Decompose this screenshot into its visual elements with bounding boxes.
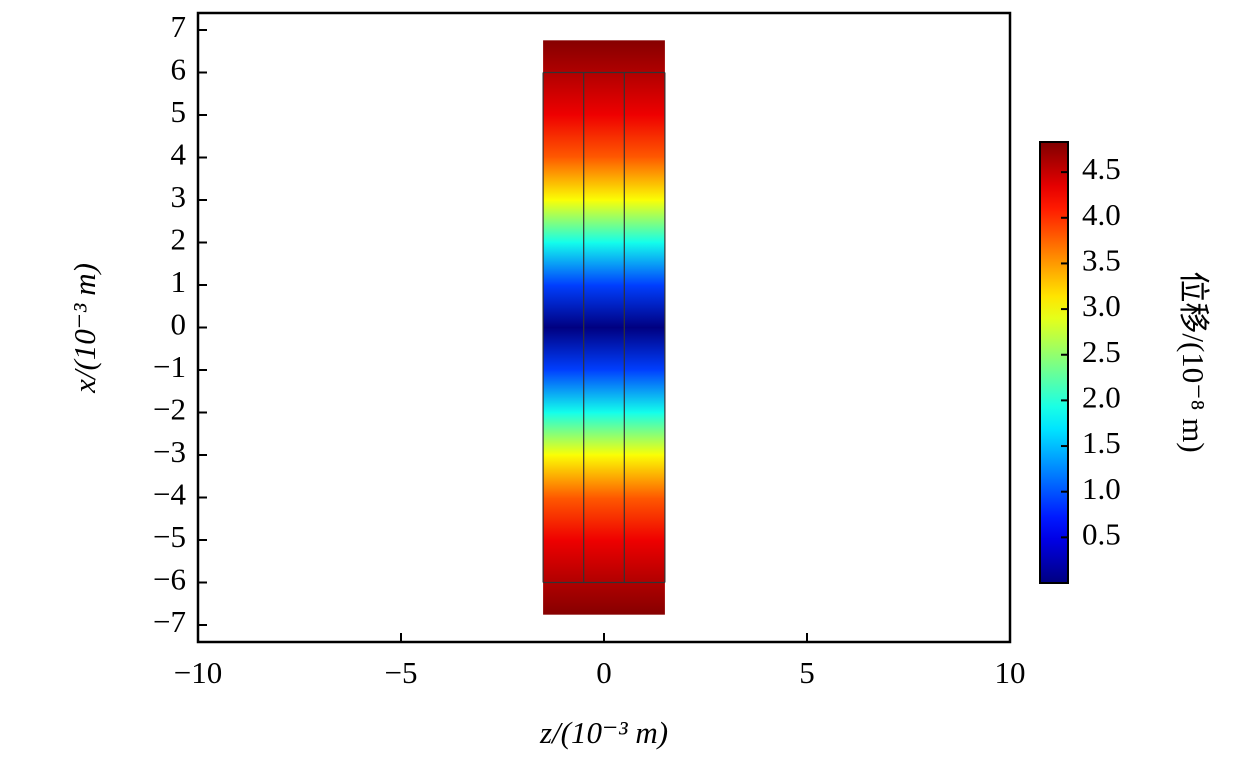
colorbar-tick-label: 3.0 (1082, 288, 1121, 323)
y-tick-label: 0 (171, 307, 187, 342)
field-strip (543, 114, 665, 158)
field-strip (543, 284, 665, 328)
field-strip (543, 369, 665, 413)
x-tick-label: 10 (995, 655, 1026, 690)
colorbar-label: 位移/(10⁻⁸ m) (1176, 271, 1211, 452)
y-tick-label: −4 (153, 477, 186, 512)
colorbar-tick-label: 1.0 (1082, 471, 1121, 506)
field-strip (543, 242, 665, 286)
y-tick-label: −7 (153, 604, 186, 639)
field-strip (543, 539, 665, 583)
field-strip (543, 412, 665, 456)
colorbar (1039, 141, 1069, 584)
x-tick-label: −5 (385, 655, 418, 690)
x-tick-label: −10 (174, 655, 222, 690)
y-tick-label: 3 (171, 179, 187, 214)
y-tick-label: −5 (153, 519, 186, 554)
y-axis-label: x/(10⁻³ m) (67, 263, 102, 394)
x-tick-label: 0 (596, 655, 612, 690)
colorbar-tick-label: 4.5 (1082, 151, 1121, 186)
y-tick-label: 6 (171, 52, 187, 87)
y-tick-label: −1 (153, 349, 186, 384)
field-strip (543, 497, 665, 541)
y-tick-label: 2 (171, 222, 187, 257)
colorbar-tick-label: 2.5 (1082, 334, 1121, 369)
field-strip (543, 157, 665, 201)
y-tick-label: −6 (153, 562, 186, 597)
y-tick-label: 1 (171, 264, 187, 299)
colorbar-tick-label: 3.5 (1082, 243, 1121, 278)
y-tick-label: 5 (171, 94, 187, 129)
field-strip (543, 199, 665, 243)
field-strip (543, 40, 665, 73)
colorbar-tick-label: 4.0 (1082, 197, 1121, 232)
y-tick-label: −3 (153, 434, 186, 469)
x-tick-label: 5 (799, 655, 815, 690)
field-strip (543, 72, 665, 116)
colorbar-tick-label: 2.0 (1082, 380, 1121, 415)
field-strip (543, 454, 665, 498)
field-strip (543, 582, 665, 615)
field-strip (543, 327, 665, 371)
colorbar-tick-label: 1.5 (1082, 425, 1121, 460)
colorbar-tick-label: 0.5 (1082, 516, 1121, 551)
y-tick-label: 7 (171, 9, 187, 44)
x-axis-label: z/(10⁻³ m) (539, 715, 668, 750)
y-tick-label: −2 (153, 392, 186, 427)
y-tick-label: 4 (171, 137, 187, 172)
